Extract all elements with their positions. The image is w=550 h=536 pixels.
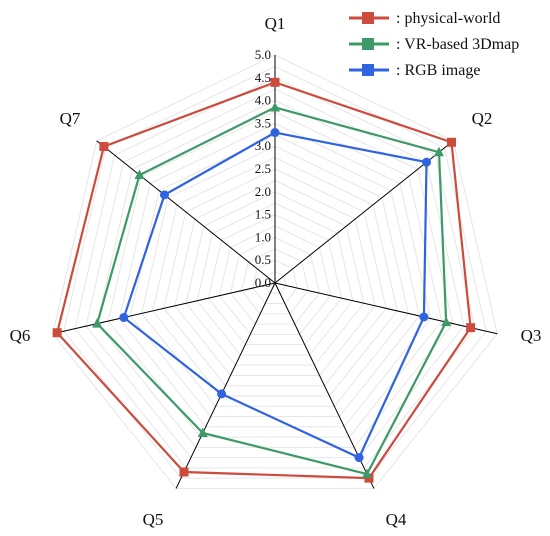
data-point (270, 77, 280, 87)
radial-tick-label: 4.0 (255, 93, 271, 108)
grid-ring (118, 122, 432, 428)
axis-label-q2: Q2 (472, 109, 493, 128)
grid-ring (52, 54, 498, 489)
data-point (419, 312, 429, 322)
data-point (119, 312, 129, 322)
series-1 (92, 101, 452, 479)
radial-tick-label: 5.0 (255, 47, 271, 62)
radial-tick-label: 3.5 (255, 115, 271, 130)
data-point (159, 190, 169, 200)
axis-label-q4: Q4 (386, 510, 407, 529)
grid-ring (207, 214, 343, 346)
data-point (270, 128, 280, 138)
legend-swatch-marker (362, 12, 374, 24)
grid-ring (241, 248, 309, 315)
series-line (122, 131, 428, 460)
grid-ring (230, 236, 320, 325)
grid-layer (52, 54, 498, 489)
series-line (95, 106, 448, 476)
grid-ring (252, 259, 298, 305)
data-point (179, 467, 189, 477)
grid-ring (185, 191, 365, 366)
data-point (134, 169, 145, 179)
grid-ring (96, 100, 454, 448)
axis-spoke-q3 (274, 282, 498, 335)
axis-label-layer: Q1 Q2 Q3 Q4 Q5 Q6 Q7 (10, 14, 542, 529)
data-point (52, 328, 62, 338)
data-point (354, 453, 364, 463)
radial-tick-label: 0.0 (255, 275, 271, 290)
axis-label-q1: Q1 (265, 14, 286, 33)
tick-layer: 0.00.51.01.52.02.53.03.54.04.55.0 (255, 47, 271, 290)
grid-ring (196, 202, 354, 356)
axis-label-q5: Q5 (143, 510, 164, 529)
legend-label: : VR-based 3Dmap (396, 36, 519, 53)
grid-ring (107, 111, 443, 438)
radial-tick-label: 1.0 (255, 229, 271, 244)
data-point (466, 323, 476, 333)
grid-ring (141, 145, 409, 407)
legend-label: : RGB image (396, 62, 480, 79)
data-point (92, 318, 103, 328)
data-point (270, 101, 280, 112)
legend-swatch-marker (362, 38, 374, 50)
series-line (55, 81, 472, 480)
data-point (364, 473, 374, 483)
data-point (446, 137, 456, 147)
data-point (99, 142, 109, 152)
grid-ring (74, 77, 476, 469)
radial-tick-label: 4.5 (255, 70, 271, 85)
grid-ring (129, 134, 421, 418)
axis-label-q7: Q7 (60, 109, 81, 128)
grid-ring (63, 65, 487, 479)
legend-label: : physical-world (396, 10, 500, 27)
grid-ring (174, 179, 376, 376)
data-point (441, 316, 452, 327)
axis-label-q3: Q3 (521, 326, 542, 345)
radial-tick-label: 2.0 (255, 184, 271, 199)
grid-ring (263, 271, 287, 294)
grid-ring (163, 168, 387, 387)
legend: : physical-world : VR-based 3Dmap : RGB im… (349, 10, 519, 79)
data-point (362, 468, 373, 479)
axis-spoke-q6 (52, 282, 276, 335)
radial-tick-label: 2.5 (255, 161, 271, 176)
axis-spoke-q7 (96, 140, 276, 284)
axis-spoke-q5 (175, 282, 276, 489)
radial-tick-label: 0.5 (255, 252, 271, 267)
series-layer (52, 77, 476, 483)
data-point (422, 157, 432, 167)
series-2 (119, 128, 432, 463)
grid-ring (218, 225, 332, 335)
grid-ring (152, 157, 398, 397)
data-point (433, 146, 444, 157)
data-point (217, 389, 227, 399)
grid-ring (85, 88, 465, 459)
axis-label-q6: Q6 (10, 326, 31, 345)
legend-swatch-marker (362, 64, 374, 76)
radial-tick-label: 1.5 (255, 207, 271, 222)
data-point (197, 427, 208, 437)
series-0 (52, 77, 476, 483)
